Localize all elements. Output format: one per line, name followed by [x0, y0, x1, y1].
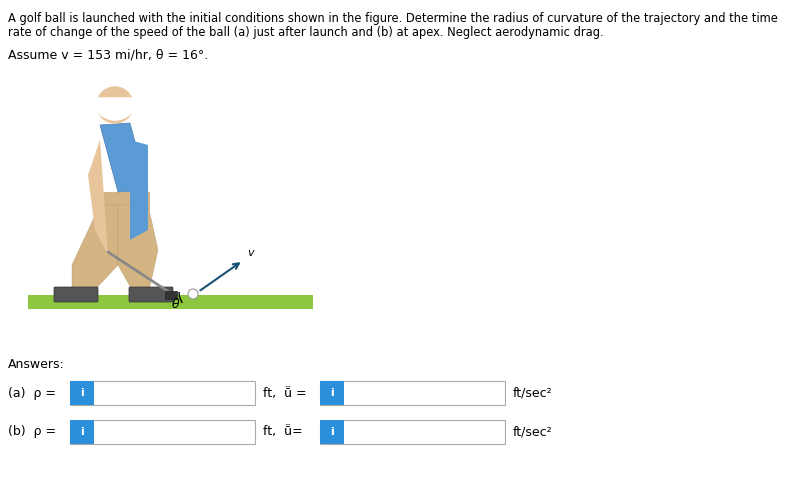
Text: ft/sec²: ft/sec²: [513, 386, 553, 400]
FancyBboxPatch shape: [70, 420, 255, 444]
Polygon shape: [100, 123, 148, 192]
Text: ft,  ṻ=: ft, ṻ=: [263, 426, 303, 438]
Text: v: v: [247, 248, 254, 258]
Text: i: i: [80, 388, 84, 398]
FancyBboxPatch shape: [54, 287, 98, 302]
Text: A golf ball is launched with the initial conditions shown in the figure. Determi: A golf ball is launched with the initial…: [8, 12, 778, 25]
FancyBboxPatch shape: [320, 381, 505, 405]
Text: i: i: [80, 427, 84, 437]
Wedge shape: [93, 98, 137, 120]
Polygon shape: [72, 205, 118, 295]
Polygon shape: [130, 140, 148, 240]
Circle shape: [97, 87, 133, 123]
Text: Answers:: Answers:: [8, 358, 64, 371]
FancyBboxPatch shape: [28, 295, 313, 309]
Circle shape: [188, 289, 198, 299]
Text: (a)  ρ =: (a) ρ =: [8, 386, 56, 400]
Polygon shape: [118, 205, 158, 295]
FancyBboxPatch shape: [102, 192, 150, 210]
FancyBboxPatch shape: [129, 287, 173, 302]
Text: $\theta$: $\theta$: [171, 297, 181, 311]
Text: ft/sec²: ft/sec²: [513, 426, 553, 438]
Text: ft,  ṻ =: ft, ṻ =: [263, 386, 307, 400]
Polygon shape: [88, 140, 108, 255]
Text: i: i: [330, 388, 334, 398]
Text: (b)  ρ =: (b) ρ =: [8, 426, 56, 438]
Text: Assume v = 153 mi/hr, θ = 16°.: Assume v = 153 mi/hr, θ = 16°.: [8, 48, 208, 61]
FancyBboxPatch shape: [165, 291, 177, 299]
FancyBboxPatch shape: [320, 420, 505, 444]
Text: rate of change of the speed of the ball (a) just after launch and (b) at apex. N: rate of change of the speed of the ball …: [8, 26, 604, 39]
FancyBboxPatch shape: [70, 381, 94, 405]
FancyBboxPatch shape: [70, 420, 94, 444]
FancyBboxPatch shape: [320, 381, 344, 405]
FancyBboxPatch shape: [320, 420, 344, 444]
FancyBboxPatch shape: [93, 108, 139, 113]
Text: i: i: [330, 427, 334, 437]
FancyBboxPatch shape: [70, 381, 255, 405]
